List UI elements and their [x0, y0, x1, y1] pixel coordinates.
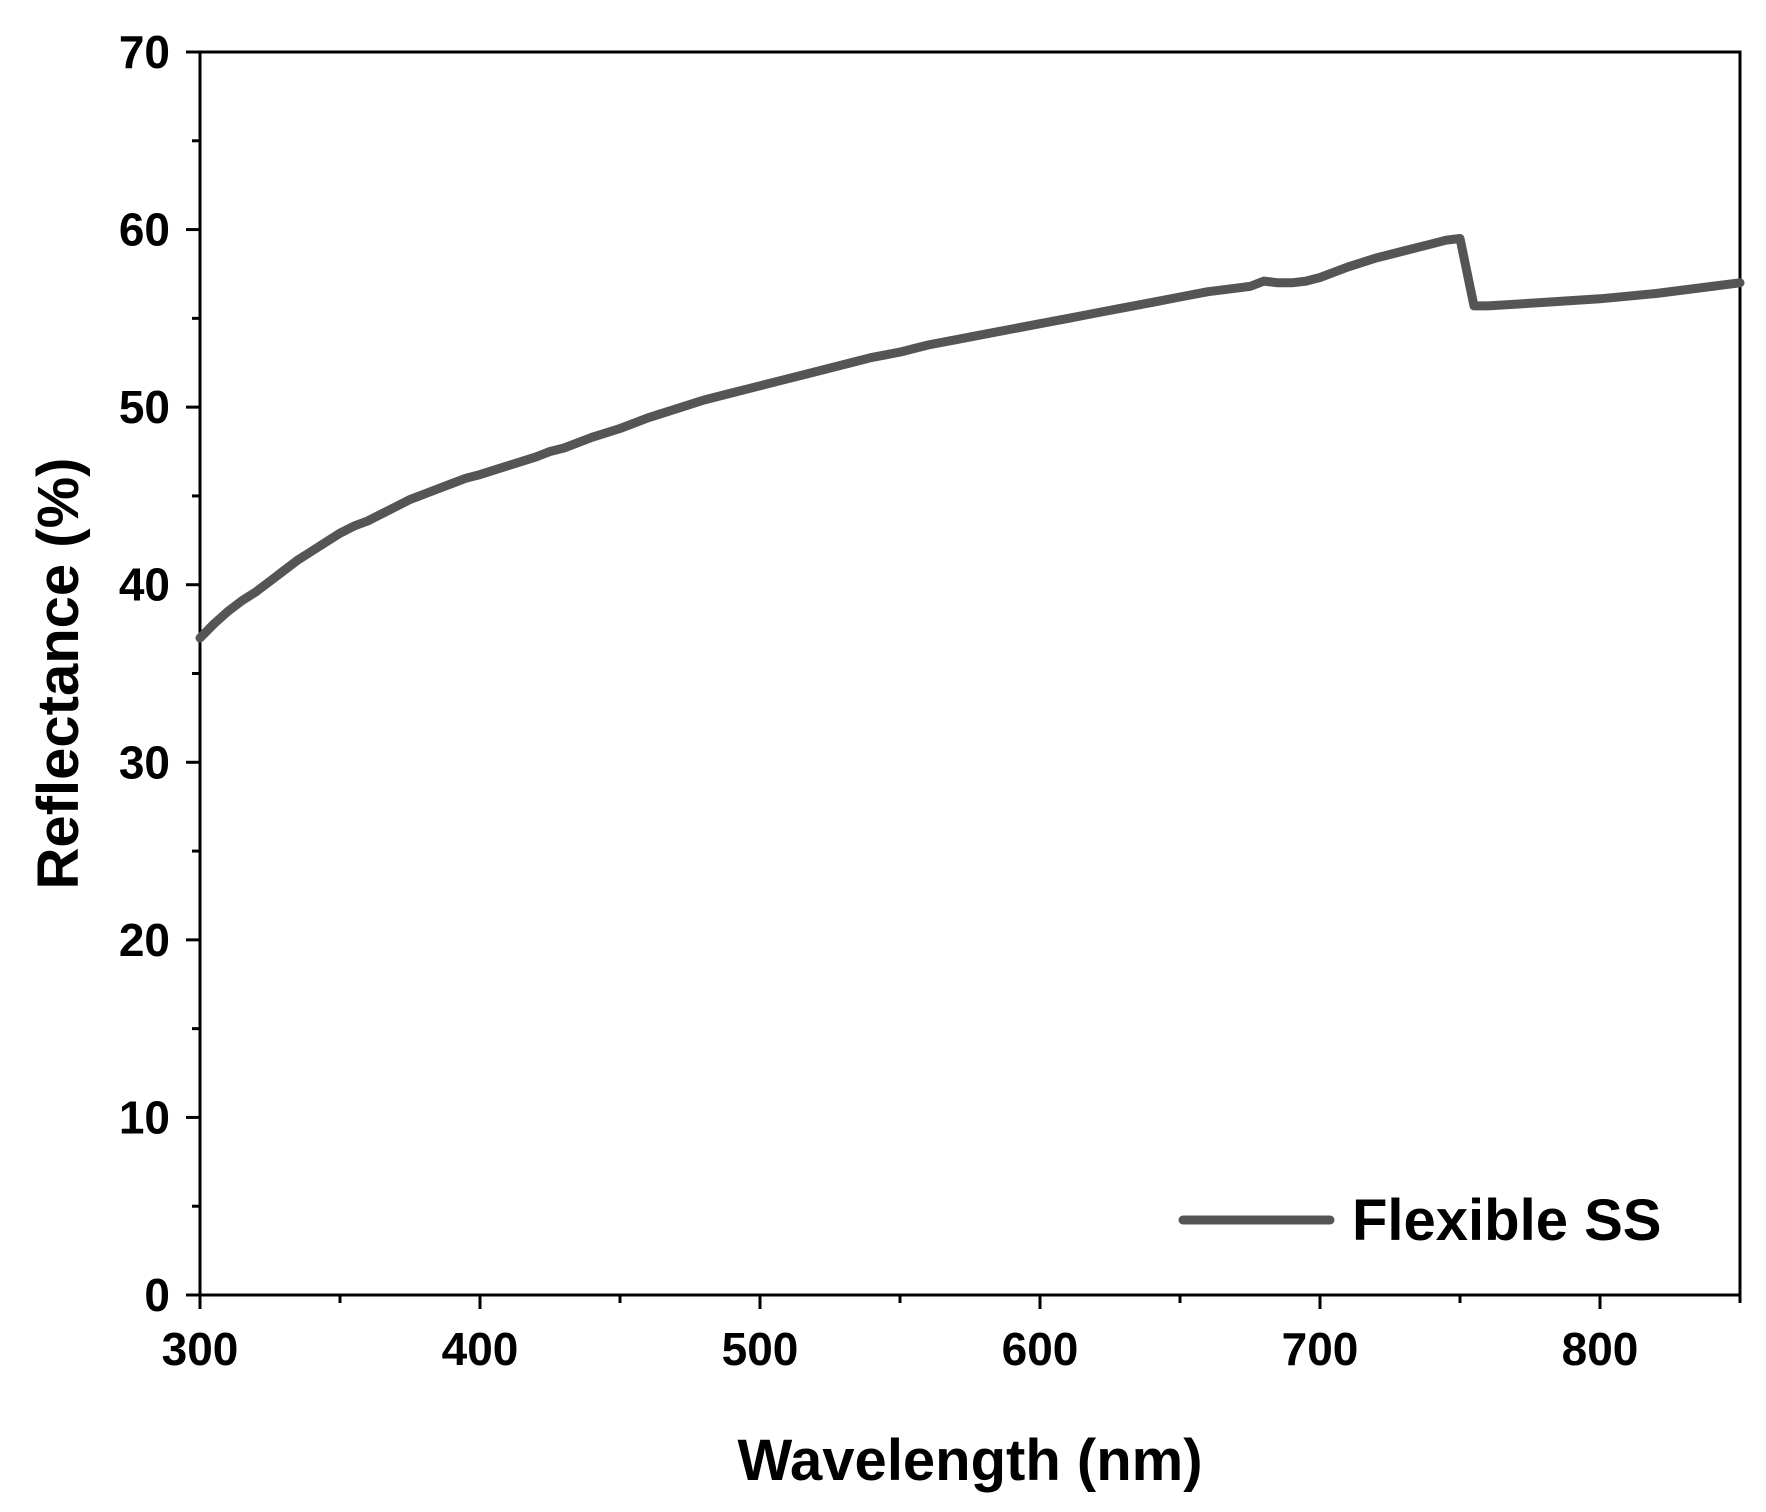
x-tick-label: 600 — [1002, 1323, 1079, 1375]
y-tick-label: 20 — [119, 914, 170, 966]
y-tick-label: 40 — [119, 559, 170, 611]
x-tick-label: 800 — [1562, 1323, 1639, 1375]
y-tick-label: 30 — [119, 736, 170, 788]
ticks-layer: 300 400 500 600 700 800 0 10 20 30 40 50 60 70 — [119, 26, 1742, 1375]
legend: Flexible SS — [1178, 1188, 1661, 1253]
x-tick-label: 700 — [1282, 1323, 1359, 1375]
y-axis-title: Reflectance (%) — [26, 458, 91, 890]
x-tick-label: 400 — [442, 1323, 519, 1375]
y-tick-label: 10 — [119, 1091, 170, 1143]
x-axis-title: Wavelength (nm) — [737, 1428, 1202, 1493]
y-tick-label: 50 — [119, 381, 170, 433]
plot-frame — [198, 50, 1742, 1297]
series-line-flexible-ss — [195, 234, 1745, 643]
legend-label: Flexible SS — [1352, 1188, 1661, 1253]
y-tick-label: 0 — [144, 1269, 170, 1321]
x-tick-label: 300 — [162, 1323, 239, 1375]
y-tick-label: 70 — [119, 26, 170, 78]
x-tick-label: 500 — [722, 1323, 799, 1375]
y-tick-label: 60 — [119, 204, 170, 256]
